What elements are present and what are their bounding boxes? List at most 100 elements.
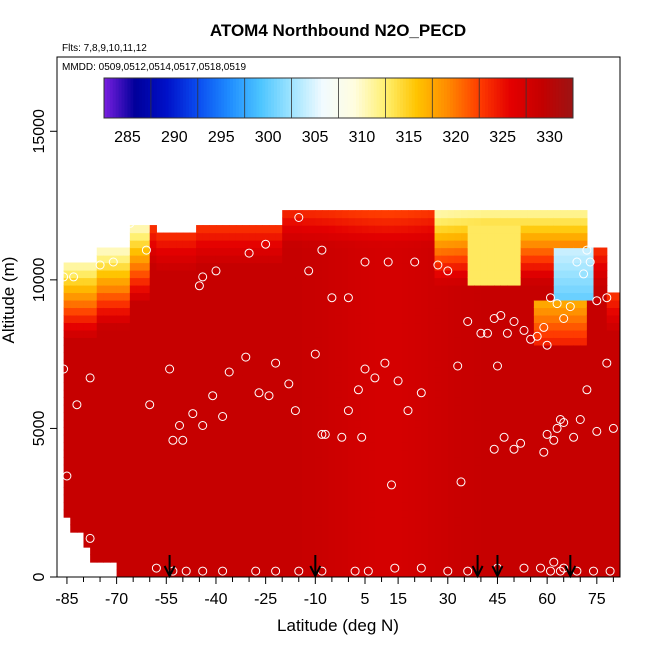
field-cell	[116, 472, 124, 481]
field-cell	[295, 524, 303, 533]
field-cell	[268, 412, 277, 421]
field-cell	[593, 419, 601, 428]
field-cell	[123, 532, 131, 541]
field-cell	[388, 569, 396, 577]
field-cell	[348, 472, 356, 481]
field-cell	[401, 292, 409, 301]
field-cell	[341, 359, 350, 368]
field-cell	[441, 210, 449, 219]
field-cell	[268, 487, 277, 496]
field-cell	[268, 397, 277, 406]
field-cell	[268, 464, 277, 473]
field-cell	[494, 517, 502, 526]
sample-point	[496, 311, 506, 320]
field-cell	[500, 457, 508, 466]
field-cell	[335, 225, 343, 234]
field-cell	[123, 397, 131, 406]
field-cell	[461, 262, 469, 271]
field-cell	[103, 404, 111, 413]
field-cell	[335, 397, 343, 406]
field-cell	[355, 277, 363, 286]
field-cell	[434, 232, 442, 241]
field-cell	[361, 457, 369, 466]
field-cell	[222, 404, 230, 413]
field-cell	[109, 524, 118, 533]
field-cell	[586, 284, 595, 294]
field-cell	[315, 255, 323, 264]
field-cell	[169, 292, 177, 301]
field-cell	[540, 412, 548, 421]
field-cell	[500, 374, 508, 383]
field-cell	[381, 404, 389, 413]
field-cell	[613, 442, 620, 451]
field-cell	[461, 292, 469, 301]
field-cell	[467, 269, 475, 279]
field-cell	[143, 524, 151, 533]
field-cell	[189, 322, 197, 331]
field-cell	[70, 404, 78, 413]
field-cell	[374, 532, 383, 541]
field-cell	[580, 539, 588, 548]
field-cell	[302, 210, 310, 219]
field-cell	[374, 352, 383, 361]
field-cell	[189, 547, 197, 556]
sample-point	[416, 563, 426, 573]
colorbar-swatch	[350, 78, 354, 118]
field-cell	[586, 434, 595, 443]
field-cell	[480, 344, 489, 353]
field-cell	[116, 479, 124, 488]
field-cell	[520, 457, 528, 466]
field-cell	[255, 554, 263, 563]
field-cell	[149, 247, 157, 256]
field-cell	[149, 232, 157, 241]
field-cell	[507, 569, 515, 577]
field-cell	[593, 472, 601, 481]
field-cell	[229, 284, 237, 294]
field-cell	[567, 277, 575, 286]
field-cell	[461, 225, 469, 234]
field-cell	[494, 292, 502, 301]
field-cell	[103, 255, 111, 264]
field-cell	[321, 449, 330, 458]
field-cell	[573, 479, 581, 488]
field-cell	[586, 464, 595, 473]
colorbar-swatch	[523, 78, 527, 118]
field-cell	[520, 494, 528, 503]
field-cell	[480, 217, 489, 226]
field-cell	[434, 299, 442, 309]
field-cell	[580, 547, 588, 556]
field-cell	[242, 307, 250, 316]
field-cell	[90, 269, 98, 279]
field-cell	[434, 457, 442, 466]
field-cell	[315, 472, 323, 481]
field-cell	[368, 277, 376, 286]
field-cell	[461, 554, 469, 563]
colorbar-swatch	[323, 78, 328, 118]
field-cell	[494, 299, 502, 309]
field-cell	[514, 344, 522, 353]
field-cell	[315, 217, 323, 226]
field-cell	[83, 517, 91, 526]
field-cell	[176, 284, 184, 294]
field-cell	[215, 389, 224, 398]
field-cell	[315, 337, 323, 346]
field-cell	[467, 457, 475, 466]
field-cell	[500, 524, 508, 533]
sample-point	[569, 432, 579, 442]
field-cell	[447, 412, 456, 421]
field-cell	[348, 367, 356, 376]
field-cell	[103, 509, 111, 518]
field-cell	[467, 442, 475, 451]
field-cell	[613, 374, 620, 383]
field-cell	[520, 389, 528, 398]
field-cell	[262, 419, 270, 428]
field-cell	[335, 547, 343, 556]
field-cell	[480, 494, 489, 503]
field-cell	[335, 352, 343, 361]
field-cell	[302, 502, 310, 511]
field-cell	[136, 232, 144, 241]
field-cell	[500, 367, 508, 376]
field-cell	[580, 344, 588, 353]
field-cell	[368, 389, 376, 398]
field-cell	[242, 472, 250, 481]
